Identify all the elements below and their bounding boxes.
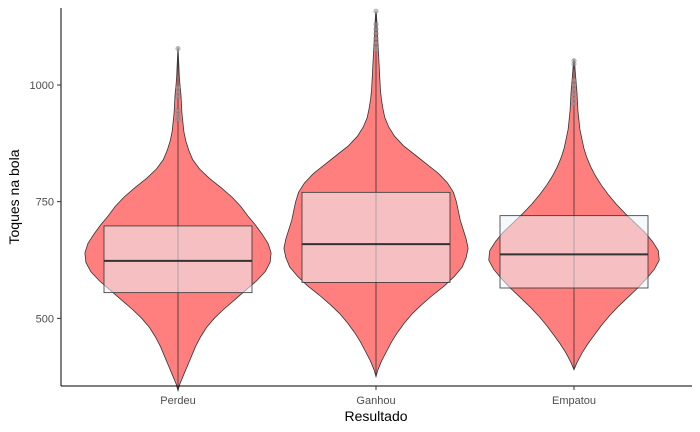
- outlier-point-ganhou: [373, 31, 379, 37]
- x-ticks: Perdeu Ganhou Empatou: [160, 386, 596, 407]
- y-tick-label-1000: 1000: [30, 80, 54, 92]
- y-axis-title: Toques na bola: [6, 149, 22, 244]
- plot-area: [84, 8, 660, 393]
- outlier-point-empatou: [571, 91, 577, 97]
- x-tick-label-empatou: Empatou: [552, 395, 596, 407]
- y-tick-label-500: 500: [36, 313, 54, 325]
- box-empatou: [499, 215, 649, 289]
- outlier-point-empatou: [571, 87, 577, 93]
- outlier-point-ganhou: [373, 35, 379, 41]
- outlier-point-ganhou: [373, 26, 379, 32]
- outlier-point-perdeu: [175, 46, 181, 52]
- outlier-point-empatou: [571, 101, 577, 107]
- outlier-point-empatou: [571, 61, 577, 67]
- x-tick-label-ganhou: Ganhou: [356, 395, 395, 407]
- outlier-point-perdeu: [175, 84, 181, 90]
- x-tick-label-perdeu: Perdeu: [160, 395, 195, 407]
- outlier-point-ganhou: [373, 40, 379, 46]
- outlier-point-perdeu: [175, 117, 181, 123]
- outlier-point-empatou: [571, 96, 577, 102]
- outlier-point-perdeu: [175, 89, 181, 95]
- outlier-point-ganhou: [373, 21, 379, 27]
- x-axis-title: Resultado: [344, 408, 407, 424]
- violin-group-perdeu: [84, 46, 272, 393]
- violin-group-ganhou: [283, 8, 469, 379]
- box-ganhou: [301, 191, 451, 283]
- outlier-point-ganhou: [373, 47, 379, 53]
- outlier-point-ganhou: [373, 8, 379, 14]
- y-tick-label-750: 750: [36, 197, 54, 209]
- outlier-point-empatou: [571, 82, 577, 88]
- outlier-point-perdeu: [175, 94, 181, 100]
- outlier-point-empatou: [571, 77, 577, 83]
- violin-group-empatou: [488, 58, 660, 371]
- box-perdeu: [103, 225, 253, 294]
- y-ticks: 500 750 1000: [30, 80, 61, 325]
